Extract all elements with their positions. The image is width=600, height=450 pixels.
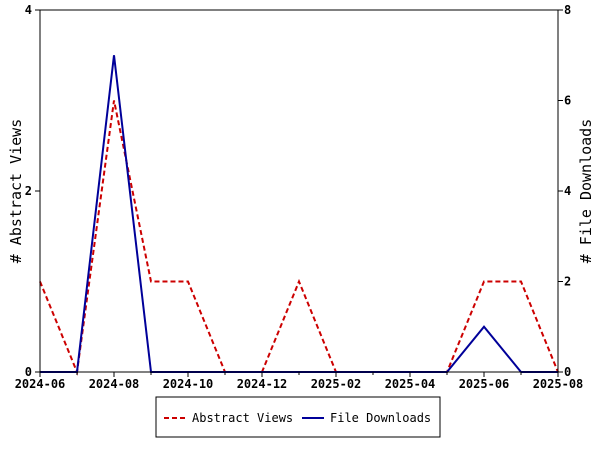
x-tick-label: 2025-08 bbox=[533, 377, 584, 391]
x-tick-label: 2024-10 bbox=[163, 377, 214, 391]
plot-frame bbox=[39, 9, 559, 373]
left-tick-label: 4 bbox=[25, 3, 32, 17]
right-tick-label: 8 bbox=[564, 3, 571, 17]
left-tick-label: 2 bbox=[25, 184, 32, 198]
right-tick-label: 6 bbox=[564, 94, 571, 108]
x-tick-label: 2024-06 bbox=[15, 377, 66, 391]
right-tick-label: 4 bbox=[564, 184, 571, 198]
right-tick-label: 2 bbox=[564, 275, 571, 289]
right-axis-title: # File Downloads bbox=[577, 119, 595, 264]
plot-area bbox=[40, 10, 558, 372]
x-tick-label: 2024-12 bbox=[237, 377, 288, 391]
legend-label-abstract-views: Abstract Views bbox=[192, 411, 293, 425]
x-tick-label: 2024-08 bbox=[89, 377, 140, 391]
right-tick-label: 0 bbox=[564, 365, 571, 379]
x-tick-label: 2025-06 bbox=[459, 377, 510, 391]
legend-label-file-downloads: File Downloads bbox=[330, 411, 431, 425]
left-axis-title: # Abstract Views bbox=[7, 119, 25, 264]
left-tick-label: 0 bbox=[25, 365, 32, 379]
x-tick-label: 2025-02 bbox=[311, 377, 362, 391]
legend-box bbox=[155, 396, 441, 438]
x-tick-label: 2025-04 bbox=[385, 377, 436, 391]
legend: Abstract Views File Downloads bbox=[155, 396, 441, 438]
